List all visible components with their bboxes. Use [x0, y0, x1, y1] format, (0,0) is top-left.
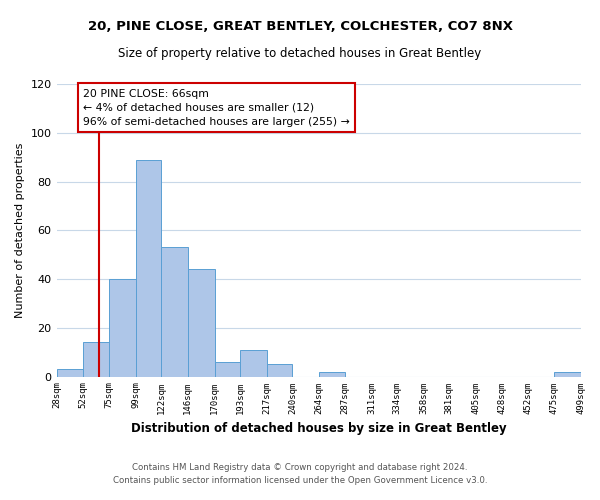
Text: Size of property relative to detached houses in Great Bentley: Size of property relative to detached ho…	[118, 48, 482, 60]
Y-axis label: Number of detached properties: Number of detached properties	[15, 142, 25, 318]
Bar	[136, 160, 161, 376]
Bar	[56, 369, 83, 376]
Bar	[83, 342, 109, 376]
Text: Contains HM Land Registry data © Crown copyright and database right 2024.
Contai: Contains HM Land Registry data © Crown c…	[113, 463, 487, 485]
Bar	[188, 270, 215, 376]
Bar	[319, 372, 344, 376]
Bar	[109, 279, 136, 376]
Bar	[240, 350, 267, 376]
Text: 20, PINE CLOSE, GREAT BENTLEY, COLCHESTER, CO7 8NX: 20, PINE CLOSE, GREAT BENTLEY, COLCHESTE…	[88, 20, 512, 33]
Bar	[267, 364, 292, 376]
Bar	[161, 248, 188, 376]
Bar	[554, 372, 581, 376]
X-axis label: Distribution of detached houses by size in Great Bentley: Distribution of detached houses by size …	[131, 422, 506, 435]
Bar	[215, 362, 240, 376]
Text: 20 PINE CLOSE: 66sqm
← 4% of detached houses are smaller (12)
96% of semi-detach: 20 PINE CLOSE: 66sqm ← 4% of detached ho…	[83, 89, 350, 127]
